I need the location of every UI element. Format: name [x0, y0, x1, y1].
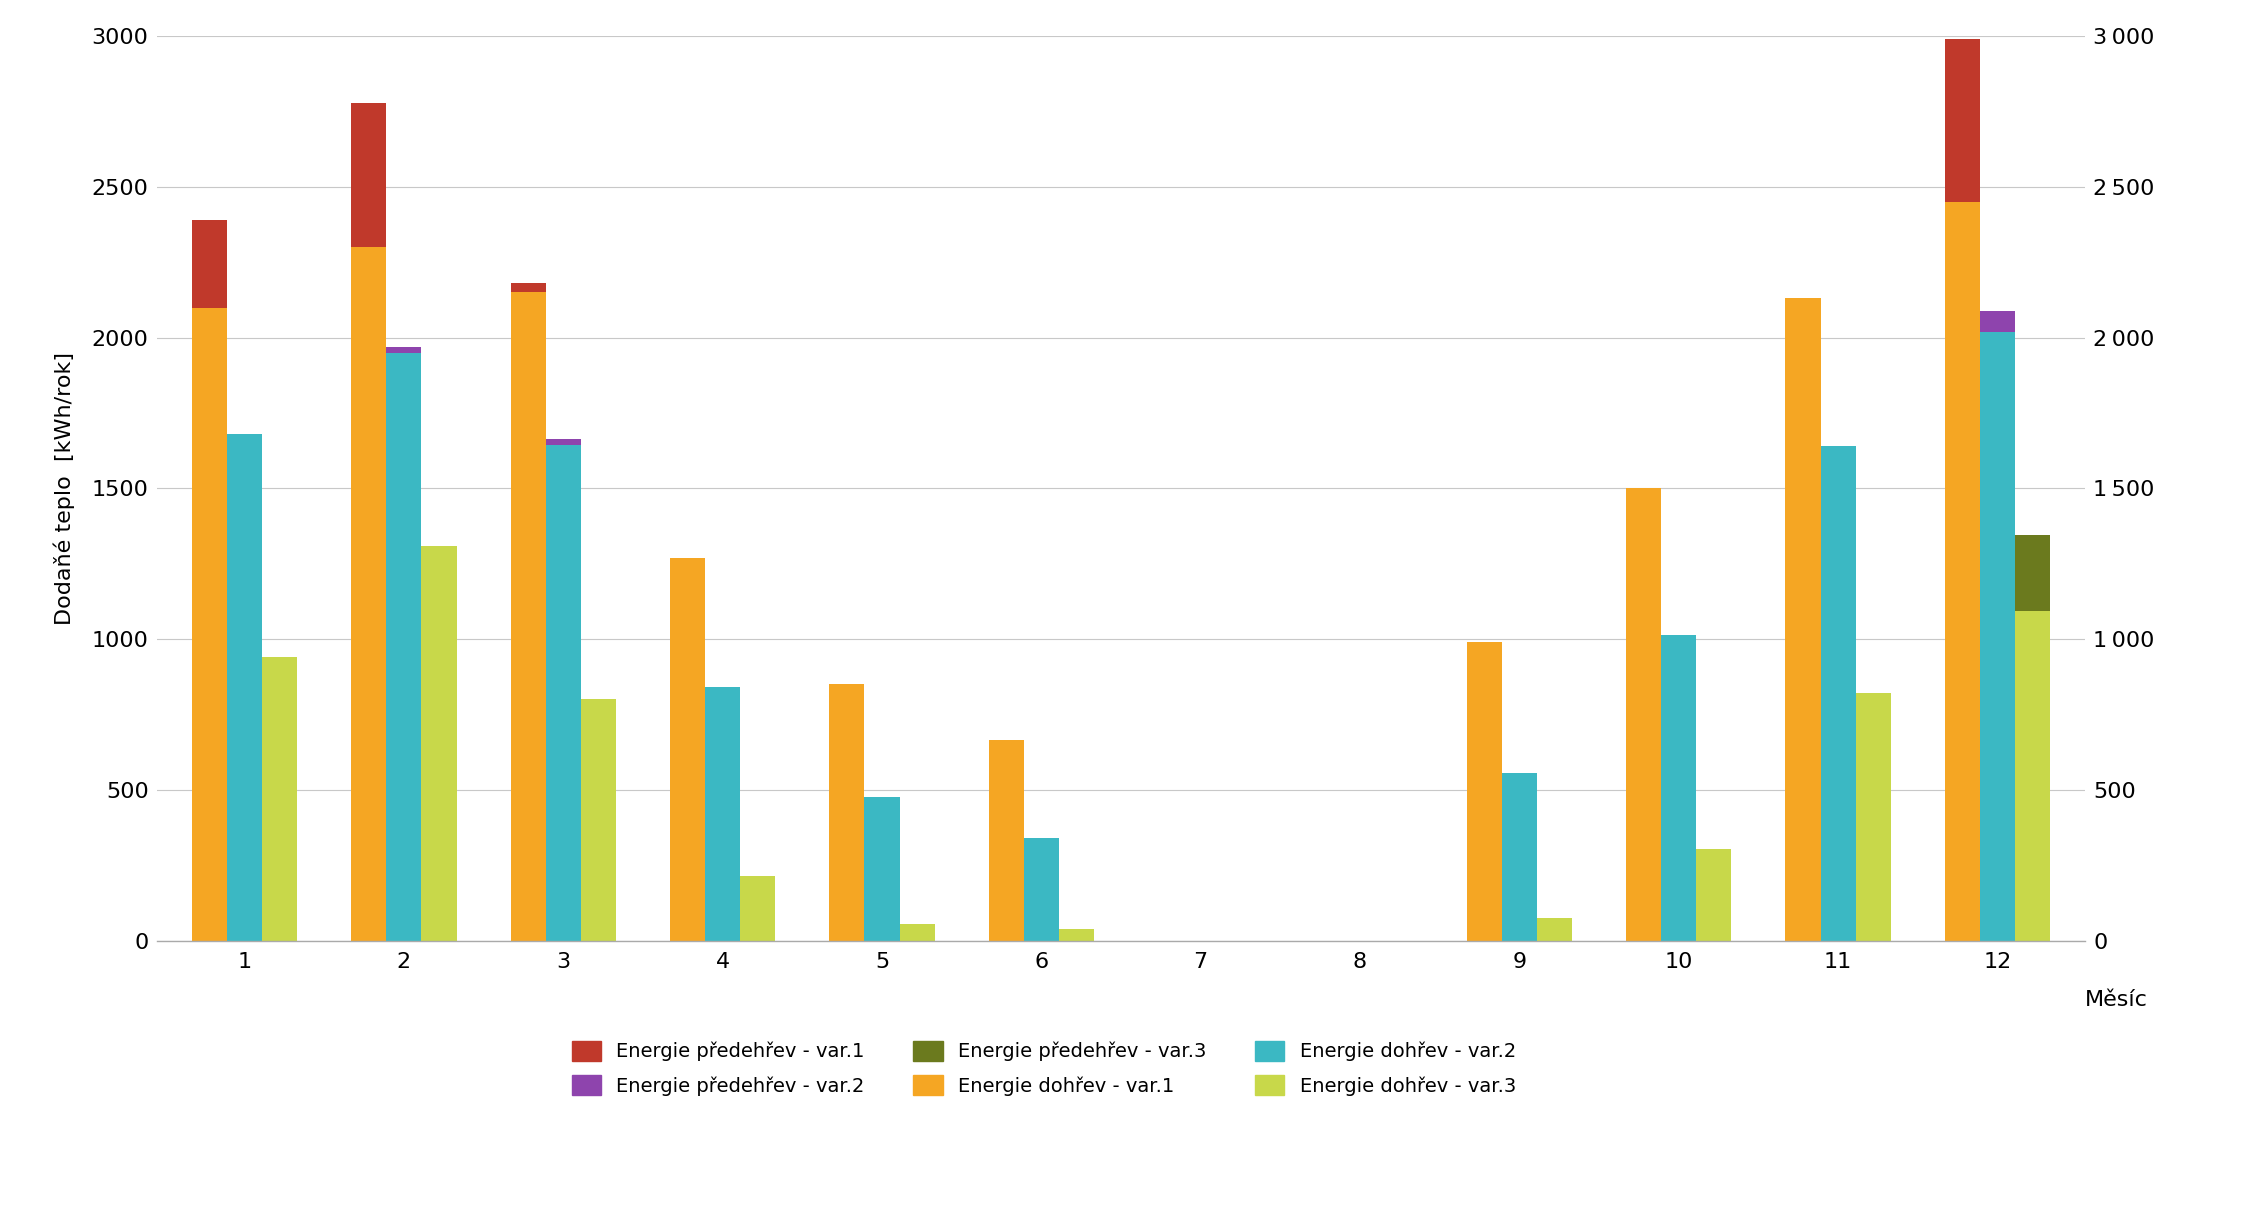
Bar: [704, 687, 740, 941]
Bar: [1856, 693, 1890, 941]
Bar: [1944, 203, 1980, 941]
Legend: Energie předehřev - var.1, Energie předehřev - var.2, Energie předehřev - var.3,: Energie předehřev - var.1, Energie přede…: [572, 1041, 1516, 1095]
Bar: [740, 876, 776, 941]
Bar: [1944, 40, 1980, 203]
Bar: [670, 557, 704, 941]
Bar: [989, 740, 1025, 941]
Bar: [193, 308, 226, 941]
Bar: [226, 434, 262, 941]
Bar: [1980, 332, 2016, 941]
Bar: [2016, 610, 2049, 941]
Bar: [545, 445, 581, 941]
Bar: [1697, 849, 1731, 941]
Bar: [386, 353, 421, 941]
Bar: [193, 219, 226, 308]
Bar: [2016, 535, 2049, 610]
Bar: [352, 247, 386, 941]
Bar: [1661, 634, 1697, 941]
Bar: [1625, 488, 1661, 941]
Bar: [899, 924, 935, 941]
Bar: [1466, 642, 1502, 941]
Bar: [1821, 446, 1856, 941]
Bar: [511, 283, 545, 292]
Bar: [386, 347, 421, 353]
Bar: [421, 545, 457, 941]
Bar: [1980, 311, 2016, 332]
Bar: [830, 684, 865, 941]
Bar: [1058, 929, 1094, 941]
Bar: [262, 657, 298, 941]
Y-axis label: Dodaňé teplo  [kWh/rok]: Dodaňé teplo [kWh/rok]: [54, 352, 74, 625]
Bar: [511, 292, 545, 941]
Bar: [545, 439, 581, 445]
Bar: [1538, 918, 1572, 941]
Bar: [1785, 299, 1821, 941]
Bar: [352, 103, 386, 247]
Bar: [1025, 838, 1058, 941]
Text: Měsíc: Měsíc: [2085, 990, 2148, 1011]
Bar: [865, 797, 899, 941]
Bar: [1502, 773, 1538, 941]
Bar: [581, 699, 617, 941]
